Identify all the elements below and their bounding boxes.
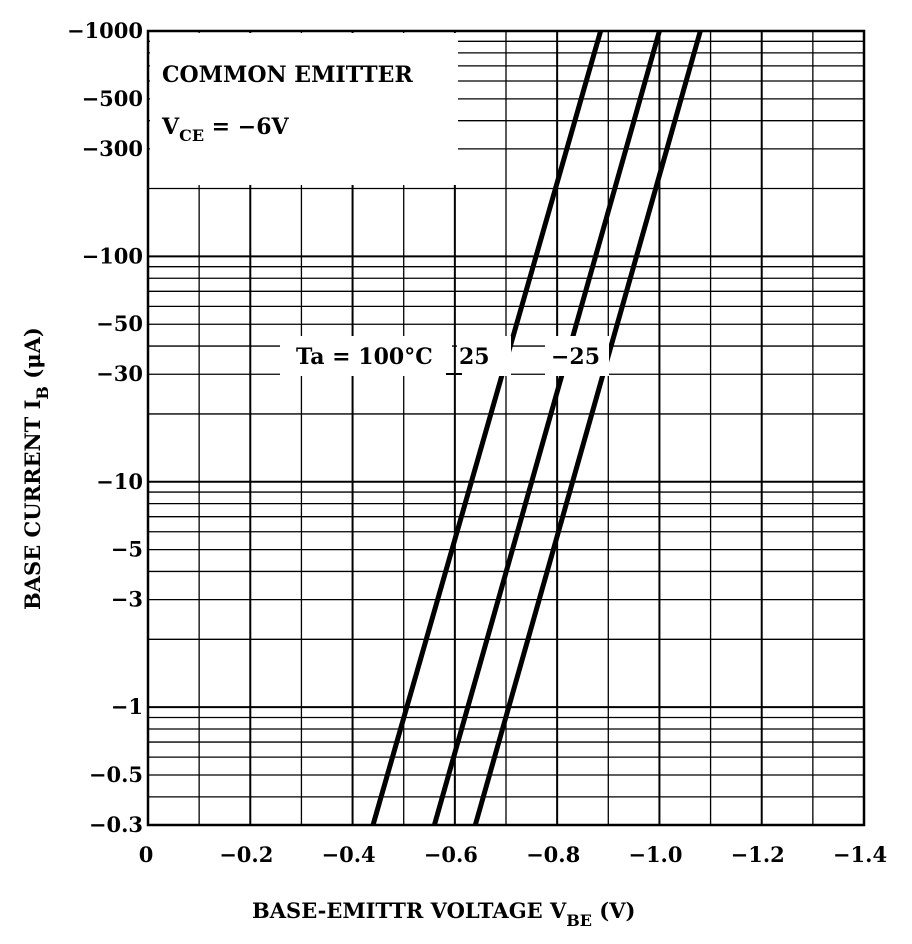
y-tick-label: −300 — [82, 136, 143, 161]
y-tick-label: −0.5 — [89, 762, 143, 787]
series-annotation-bg-3 — [545, 336, 609, 376]
x-tick-label: −1.4 — [833, 842, 887, 867]
series-line-1 — [370, 30, 604, 826]
y-tick-label: −3 — [111, 587, 143, 612]
y-tick-label: −10 — [96, 469, 143, 494]
plot-frame — [146, 29, 866, 827]
y-tick-label: −50 — [96, 311, 143, 336]
x-axis-title: BASE-EMITTR VOLTAGE VBE (V) — [252, 898, 635, 930]
y-tick-label: −500 — [82, 86, 143, 111]
x-tick-label: −0.8 — [526, 842, 580, 867]
series-label-100c: Ta = 100°C — [296, 344, 433, 370]
x-tick-label: −0.2 — [219, 842, 273, 867]
conditions-line-1: COMMON EMITTER — [162, 62, 413, 88]
y-tick-label: −1 — [111, 694, 143, 719]
series-layer — [370, 30, 703, 826]
y-tick-label: −30 — [96, 361, 143, 386]
x-tick-label: −0.6 — [424, 842, 478, 867]
series-label-25: 25 — [459, 344, 490, 370]
x-tick-label: 0 — [139, 842, 154, 867]
series-line-2 — [431, 30, 662, 826]
series-line-3 — [472, 30, 703, 826]
y-tick-label: −1000 — [67, 18, 143, 43]
series-label-minus25: −25 — [551, 344, 600, 370]
y-axis-title: BASE CURRENT IB (μA) — [20, 327, 52, 610]
y-ticks: −0.3 −0.5 −1 −3 −5 −10 −30 −50 −100 −300 −500 −1000 — [67, 18, 143, 837]
y-tick-label: −100 — [82, 243, 143, 268]
y-tick-label: −0.3 — [89, 812, 143, 837]
series-annotation-bg-1 — [280, 336, 452, 376]
x-tick-label: −1.2 — [731, 842, 785, 867]
conditions-line-2: VCE = −6V — [161, 114, 290, 145]
y-tick-label: −5 — [111, 537, 143, 562]
x-ticks: 0 −0.2 −0.4 −0.6 −0.8 −1.0 −1.2 −1.4 — [139, 842, 887, 867]
conditions-box — [150, 33, 458, 185]
x-tick-label: −0.4 — [322, 842, 376, 867]
x-tick-label: −1.0 — [628, 842, 682, 867]
series-annotation-bg-2 — [457, 336, 511, 376]
